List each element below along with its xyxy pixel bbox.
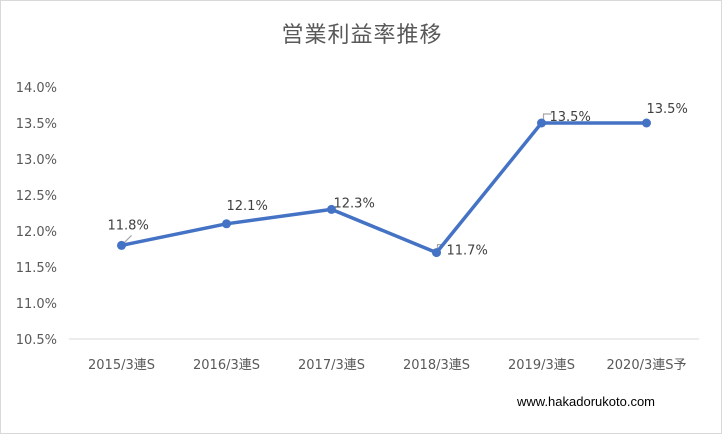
y-tick-label: 13.0%	[16, 153, 57, 168]
chart-title: 営業利益率推移	[281, 23, 443, 48]
y-tick-label: 12.5%	[16, 189, 57, 204]
data-point	[537, 118, 546, 128]
data-point	[432, 248, 441, 258]
data-label: 11.7%	[447, 244, 488, 259]
data-label: 12.1%	[227, 199, 268, 214]
x-tick-label: 2018/3連S	[403, 358, 470, 373]
data-point	[222, 219, 231, 229]
data-label: 11.8%	[108, 218, 149, 233]
y-tick-label: 10.5%	[16, 333, 57, 348]
x-tick-label: 2017/3連S	[298, 358, 365, 373]
data-point	[642, 118, 651, 128]
x-tick-label: 2016/3連S	[193, 358, 260, 373]
data-label: 13.5%	[550, 110, 591, 125]
y-tick-label: 14.0%	[16, 81, 57, 96]
y-tick-label: 13.5%	[16, 117, 57, 132]
series-line	[119, 121, 649, 255]
x-tick-label: 2020/3連S予	[607, 358, 687, 373]
data-label-leader	[123, 234, 132, 244]
x-tick-label: 2019/3連S	[508, 358, 575, 373]
data-point	[327, 204, 336, 214]
y-tick-label: 11.0%	[16, 297, 57, 312]
x-tick-label: 2015/3連S	[88, 358, 155, 373]
data-point	[117, 240, 126, 250]
data-label-leader	[542, 113, 552, 121]
site-watermark: www.hakadorukoto.com	[517, 394, 656, 409]
data-label: 12.3%	[334, 196, 375, 211]
y-tick-label: 12.0%	[16, 225, 57, 240]
y-tick-label: 11.5%	[16, 261, 57, 276]
data-label: 13.5%	[647, 102, 688, 117]
